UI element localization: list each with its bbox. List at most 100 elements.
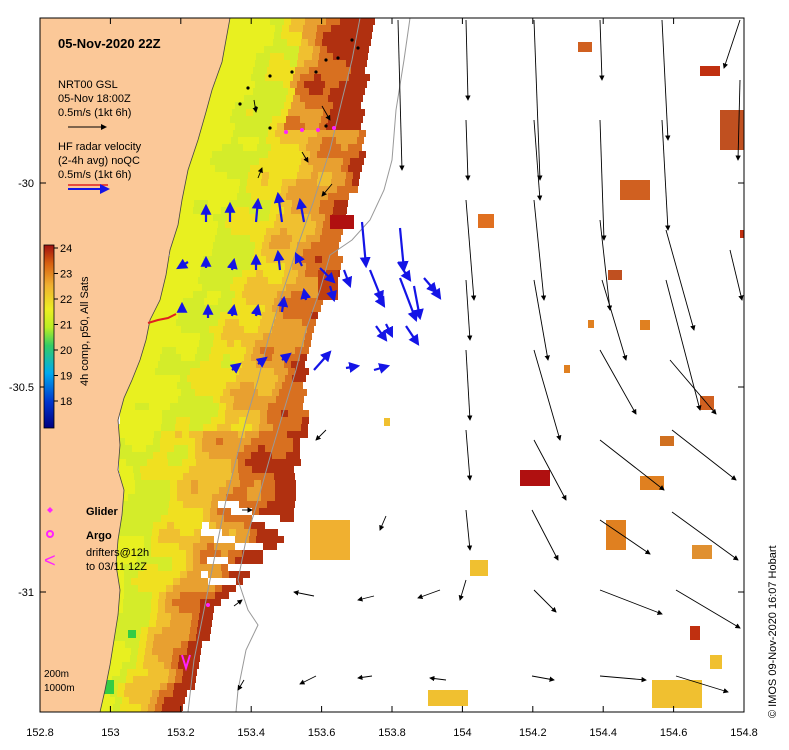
sst-pixel [177,494,184,501]
sst-pixel [260,501,267,508]
sst-pixel [242,291,249,298]
sst-pixel [173,529,180,536]
sst-pixel [225,410,232,417]
sst-pixel [247,277,254,284]
sst-pixel [321,95,328,102]
sst-pixel [287,431,294,438]
sst-pixel [215,263,222,270]
sst-pixel [269,340,276,347]
model-arrow [599,519,651,555]
sst-pixel [253,32,260,39]
sst-pixel [175,431,182,438]
sst-pixel [152,529,159,536]
sst-pixel [188,683,195,690]
radar-arrow [176,258,189,270]
sst-pixel [179,543,186,550]
sst-pixel [243,144,250,151]
sst-pixel [216,389,223,396]
sst-pixel [135,487,142,494]
sst-pixel [153,389,160,396]
sst-pixel [256,550,263,557]
sst-pixel [265,354,272,361]
sst-pixel [217,137,224,144]
sst-pixel [281,319,288,326]
sst-pixel [236,46,243,53]
sst-pixel [191,249,198,256]
sst-pixel [249,361,256,368]
x-tick-label: 154.2 [519,727,547,739]
sst-pixel [243,235,250,242]
sst-pixel [278,235,285,242]
drifter-legend-icon: < [44,550,56,572]
sst-pixel [232,109,239,116]
sst-pixel [209,522,216,529]
sst-pixel [295,417,302,424]
sst-pixel [172,599,179,606]
sst-pixel [262,242,269,249]
sst-pixel [189,424,196,431]
sst-pixel [275,403,282,410]
sst-pixel [201,375,208,382]
legend: NRT00 GSL 05-Nov 18:00Z 0.5m/s (1kt 6h) … [44,79,149,573]
sst-pixel [207,599,214,606]
sst-pixel [153,445,160,452]
sst-pixel [175,466,182,473]
sst-pixel [167,305,174,312]
sst-pixel [129,396,136,403]
sst-pixel [279,438,286,445]
sst-pixel [272,438,279,445]
sst-pixel [289,130,296,137]
sst-pixel [314,193,321,200]
sst-pixel [170,480,177,487]
sst-pixel [274,32,281,39]
sst-pixel [178,613,185,620]
sst-pixel [264,235,271,242]
sst-pixel [268,151,275,158]
sst-pixel [318,214,325,221]
sst-pixel [234,81,241,88]
sst-pixel [302,186,309,193]
sst-pixel [206,242,213,249]
sst-pixel [238,515,245,522]
sst-patch [520,470,550,486]
sst-pixel [209,284,216,291]
sst-pixel [198,487,205,494]
sst-pixel [220,81,227,88]
sst-pixel [292,46,299,53]
sst-pixel [176,417,183,424]
drifter-dot [324,58,328,62]
sst-pixel [291,207,298,214]
sst-pixel [249,123,256,130]
sst-pixel [238,228,245,235]
sst-pixel [183,319,190,326]
sst-pixel [109,655,116,662]
sst-pixel [214,361,221,368]
sst-pixel [119,676,126,683]
sst-pixel [289,403,296,410]
sst-pixel [127,501,134,508]
sst-pixel [149,494,156,501]
sst-pixel [165,361,172,368]
sst-pixel [347,18,354,25]
sst-pixel [191,620,198,627]
sst-pixel [267,32,274,39]
sst-pixel [259,431,266,438]
sst-pixel [189,431,196,438]
sst-pixel [326,53,333,60]
sst-pixel [292,263,299,270]
sst-pixel [293,452,300,459]
sst-pixel [276,60,283,67]
sst-pixel [204,410,211,417]
sst-pixel [281,347,288,354]
sst-pixel [256,536,263,543]
colorbar-scale [43,244,55,429]
sst-pixel [219,403,226,410]
sst-pixel [110,648,117,655]
sst-pixel [236,200,243,207]
sst-pixel [160,305,167,312]
sst-pixel [216,95,223,102]
sst-pixel [257,235,264,242]
sst-pixel [232,319,239,326]
sst-pixel [262,312,269,319]
sst-pixel [244,522,251,529]
